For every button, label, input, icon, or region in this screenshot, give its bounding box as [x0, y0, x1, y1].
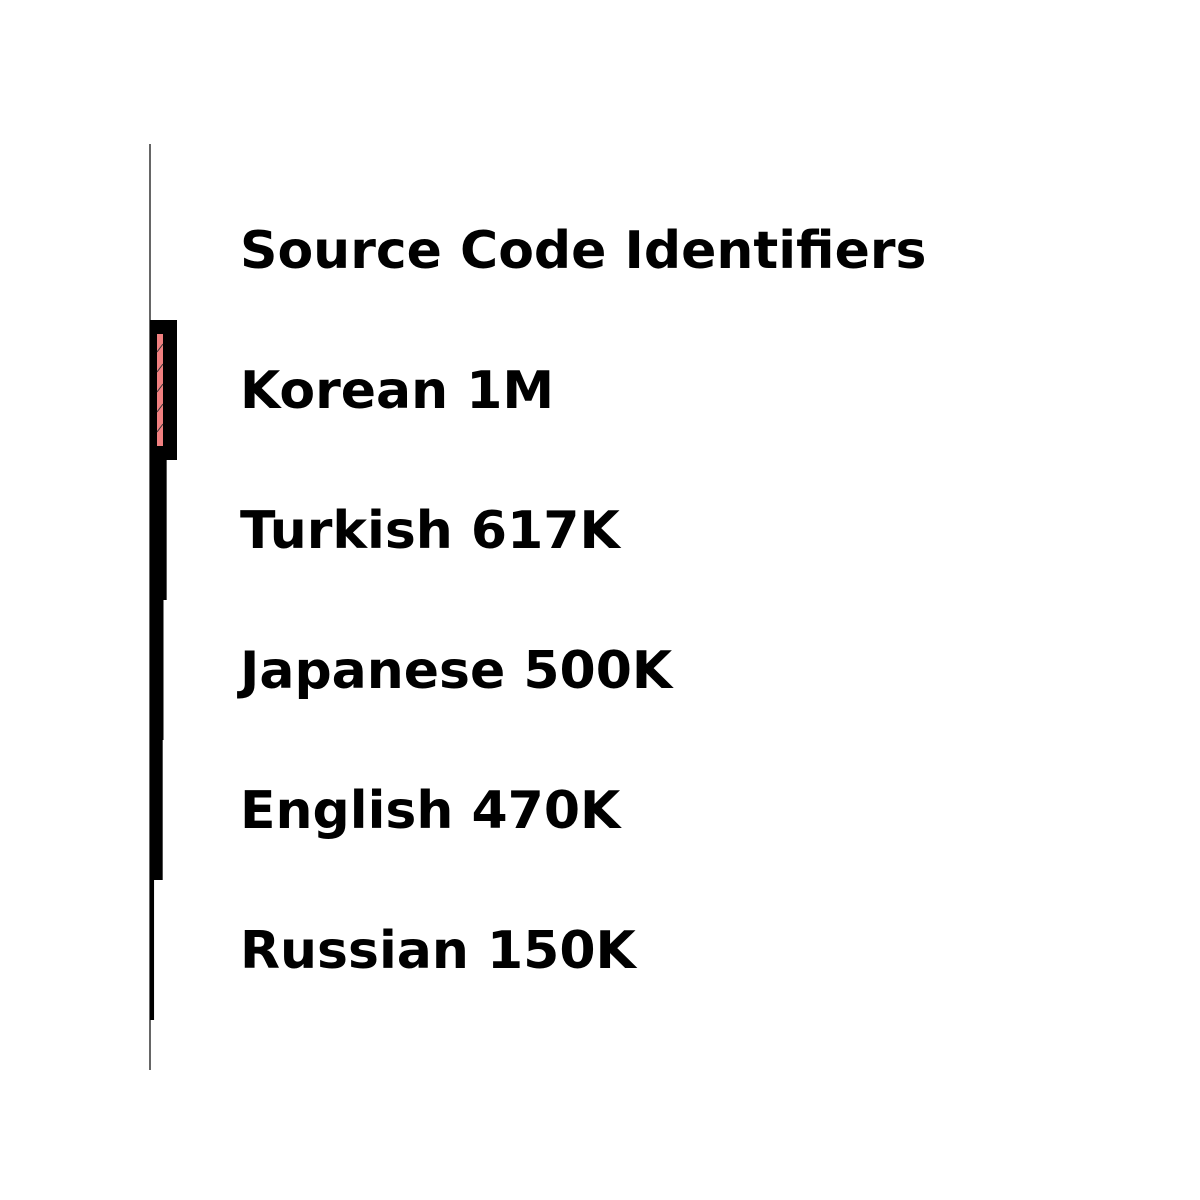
hatch-line — [156, 363, 164, 373]
bar-korean-1m — [150, 320, 177, 460]
bar-russian-150k — [150, 880, 155, 1020]
bar-english-470k — [150, 740, 163, 880]
bar-japanese-500k — [150, 600, 164, 740]
hatch-line — [156, 423, 164, 433]
highlight-fill-korean-1m — [157, 334, 163, 446]
label-turkish-617k: Turkish 617K — [240, 501, 621, 561]
bar-group — [150, 320, 177, 1020]
hatch-line — [156, 343, 164, 353]
label-korean-1m: Korean 1M — [240, 361, 554, 421]
category-labels: Source Code Identifiers Korean 1M Turkish … — [237, 221, 926, 981]
label-japanese-500k: Japanese 500K — [237, 641, 674, 701]
hatch-line — [156, 383, 164, 393]
hatch-line — [156, 403, 164, 413]
bar-turkish-617k — [150, 460, 167, 600]
label-russian-150k: Russian 150K — [240, 921, 638, 981]
label-english-470k: English 470K — [240, 781, 622, 841]
label-source-code-identifiers: Source Code Identifiers — [240, 221, 926, 281]
